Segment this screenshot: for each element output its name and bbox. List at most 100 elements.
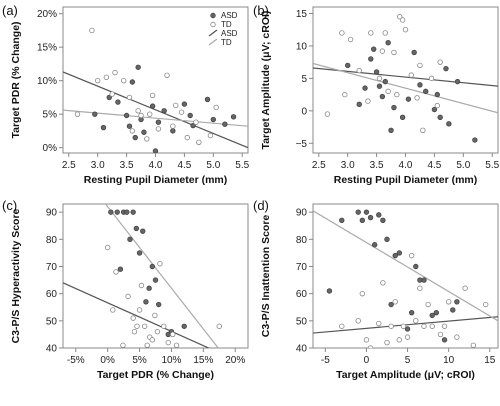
panel-b-point-asd: [379, 93, 386, 100]
panel-d-point-td: [400, 323, 407, 329]
panel-c: (c) -5% 0% 5% 10% 15% 20% 40 50 60 70 80 90 Target PD…: [2, 198, 249, 381]
panel-d-y-tick-label: 40: [296, 344, 308, 355]
panel-c-plot-frame: [62, 203, 249, 349]
panel-d-point-asd: [413, 263, 419, 270]
panel-d-point-asd: [367, 214, 374, 221]
panel-d-point-asd: [396, 250, 403, 256]
panel-b-point-asd: [423, 88, 429, 95]
panel-b-point-asd: [371, 46, 377, 52]
panel-d-y-axis-title: C3-P/S Inattention Score: [260, 215, 272, 338]
panel-b-point-td: [414, 95, 420, 101]
panel-d-point-asd: [380, 217, 386, 224]
panel-b-point-td: [428, 75, 435, 82]
panel-b-point-td: [397, 14, 403, 20]
panel-a-legend-label: ASD: [221, 11, 238, 20]
panel-d-point-td: [462, 285, 468, 291]
panel-a-x-tick-label: 5.0: [206, 160, 220, 171]
panel-a-point-td: [170, 123, 176, 129]
panel-b-point-asd: [362, 85, 368, 91]
panel-d-point-td: [388, 323, 394, 329]
panel-b-y-tick-label: 10: [296, 41, 308, 52]
panel-d-point-td: [429, 323, 435, 329]
panel-d-point-asd: [326, 288, 333, 294]
panel-a-x-tick-label: 4.0: [149, 160, 163, 171]
panel-c-point-asd: [133, 225, 140, 232]
panel-a-point-asd: [152, 148, 159, 153]
panel-b-point-asd: [376, 83, 383, 89]
panel-d-y-tick-label: 80: [296, 235, 308, 246]
panel-d-point-asd: [433, 309, 440, 316]
panel-a-point-asd: [170, 128, 176, 134]
panel-d-point-td: [421, 323, 427, 329]
panel-a-point-td: [155, 126, 162, 132]
panel-a-point-td: [129, 128, 136, 134]
panel-b-point-td: [394, 91, 400, 98]
panel-a-legend-label: TD: [221, 38, 232, 47]
panel-c-fit-line-asd: [63, 282, 211, 348]
panel-d-point-asd: [384, 236, 390, 243]
panel-c-y-tick-label: 50: [46, 316, 58, 327]
panel-d-point-td: [445, 299, 452, 305]
panel-d-point-asd: [441, 337, 448, 343]
panel-a-x-axis-title: Resting Pupil Diameter (mm): [84, 174, 228, 186]
panel-b-point-td: [420, 127, 426, 133]
panel-a-x-tick-label: 3.5: [120, 160, 134, 171]
panel-a-point-td: [109, 91, 115, 97]
panel-b-point-td: [342, 91, 348, 98]
panel-a-y-tick-label: 20%: [37, 9, 57, 20]
panel-a-point-asd: [155, 119, 162, 125]
panel-b-point-td: [356, 67, 362, 74]
panel-b-point-td: [434, 102, 440, 109]
panel-d-y-tick-label: 60: [296, 289, 308, 300]
panel-b-point-asd: [437, 114, 443, 121]
panel-a-point-td: [138, 112, 144, 119]
panel-d-point-asd: [359, 217, 366, 224]
panel-b-y-tick-label: 0: [301, 106, 307, 117]
panel-b-point-td: [391, 49, 397, 56]
panel-a-x-tick-label: 5.5: [235, 160, 249, 171]
panel-d-x-tick-label: 0: [364, 355, 370, 366]
panel-b-point-td: [324, 111, 331, 117]
panel-a-point-td: [164, 72, 170, 79]
panel-d-point-td: [470, 342, 477, 348]
panel-b-point-td: [382, 30, 388, 36]
panel-a-data-layer: [63, 27, 248, 153]
panel-a-point-td: [196, 139, 202, 145]
panel-c-point-td: [149, 337, 156, 343]
panel-b-point-td: [339, 30, 345, 36]
panel-a-point-asd: [106, 94, 112, 101]
panel-d-point-asd: [392, 252, 398, 259]
panel-b-point-asd: [344, 62, 351, 69]
panel-b-point-asd: [417, 82, 423, 88]
panel-b-x-axis-title: Resting Pupil Diameter (mm): [334, 174, 478, 186]
panel-c-point-asd: [117, 266, 124, 272]
panel-b-fit-line-td: [313, 62, 498, 114]
panel-a-legend-marker: [210, 12, 216, 19]
panel-c-point-td: [130, 315, 136, 321]
panel-d-point-asd: [339, 217, 345, 224]
panel-a-label: (a): [2, 3, 18, 18]
panel-c-point-td: [170, 331, 176, 338]
panel-a-point-asd: [126, 123, 133, 129]
panel-b-point-td: [402, 27, 409, 33]
panel-b-x-tick-label: 4.0: [399, 160, 413, 171]
panel-a-point-td: [193, 119, 199, 125]
panel-d-point-asd: [371, 242, 378, 248]
panel-c-point-asd: [181, 323, 187, 329]
panel-a-point-asd: [204, 96, 211, 103]
panel-d-point-td: [437, 331, 444, 338]
panel-a-fit-line-asd: [63, 71, 248, 149]
panel-d-y-tick-label: 50: [296, 316, 308, 327]
panel-d-data-layer: [313, 209, 498, 348]
panel-a-x-tick-label: 3.0: [91, 160, 105, 171]
panel-c-point-td: [110, 307, 116, 313]
panel-d-point-td: [396, 337, 403, 343]
panel-a-point-asd: [222, 121, 228, 127]
panel-a-legend-label: TD: [221, 20, 232, 29]
panel-a-point-td: [94, 77, 101, 84]
panel-c-fit-line-td: [104, 204, 219, 348]
panel-a-point-asd: [141, 129, 147, 135]
panel-c-point-asd: [143, 299, 149, 305]
panel-c-point-asd: [114, 209, 120, 215]
